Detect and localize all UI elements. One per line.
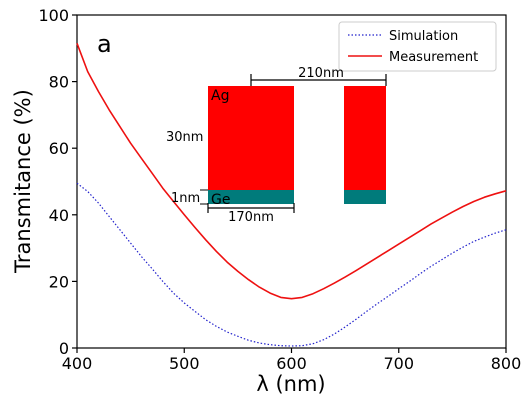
- x-tick-label: 600: [276, 354, 307, 373]
- y-tick-label: 60: [49, 139, 69, 158]
- legend-label-measurement: Measurement: [389, 50, 478, 65]
- ge-thickness-label: 1nm: [171, 191, 200, 206]
- series-line-measurement: [76, 43, 507, 300]
- x-axis-label: λ (nm): [256, 372, 325, 396]
- x-tick-label: 700: [383, 354, 414, 373]
- inset-diagram: 210nm 170nm Ag Ge 30nm 1nm: [166, 66, 387, 225]
- ag-block-right: [344, 86, 386, 190]
- ge-label: Ge: [211, 192, 230, 208]
- x-tick-label: 500: [169, 354, 200, 373]
- y-axis-label: Transmitance (%): [11, 89, 35, 274]
- x-tick-label: 400: [62, 354, 93, 373]
- ge-layer-right: [344, 190, 386, 204]
- ag-label: Ag: [211, 88, 229, 104]
- series-layer: [76, 43, 507, 347]
- y-tick-label: 100: [38, 6, 69, 25]
- series-line-simulation: [76, 182, 507, 347]
- panel-label: a: [97, 30, 112, 58]
- period-label: 210nm: [298, 66, 344, 81]
- ag-thickness-label: 30nm: [166, 130, 203, 145]
- y-tick-label: 80: [49, 73, 69, 92]
- y-tick-label: 40: [49, 206, 69, 225]
- x-tick-label: 800: [491, 354, 522, 373]
- x-axis-ticks: 400 500 600 700 800: [62, 348, 522, 373]
- legend: Simulation Measurement: [338, 21, 497, 72]
- ge-layer-left: [208, 190, 294, 204]
- y-tick-label: 0: [59, 339, 69, 358]
- y-tick-label: 20: [49, 272, 69, 291]
- width-label: 170nm: [228, 210, 274, 225]
- ag-block-left: [208, 86, 294, 190]
- legend-label-simulation: Simulation: [389, 29, 458, 44]
- legend-box: [338, 21, 497, 72]
- y-axis-ticks: 0 20 40 60 80 100: [38, 6, 77, 358]
